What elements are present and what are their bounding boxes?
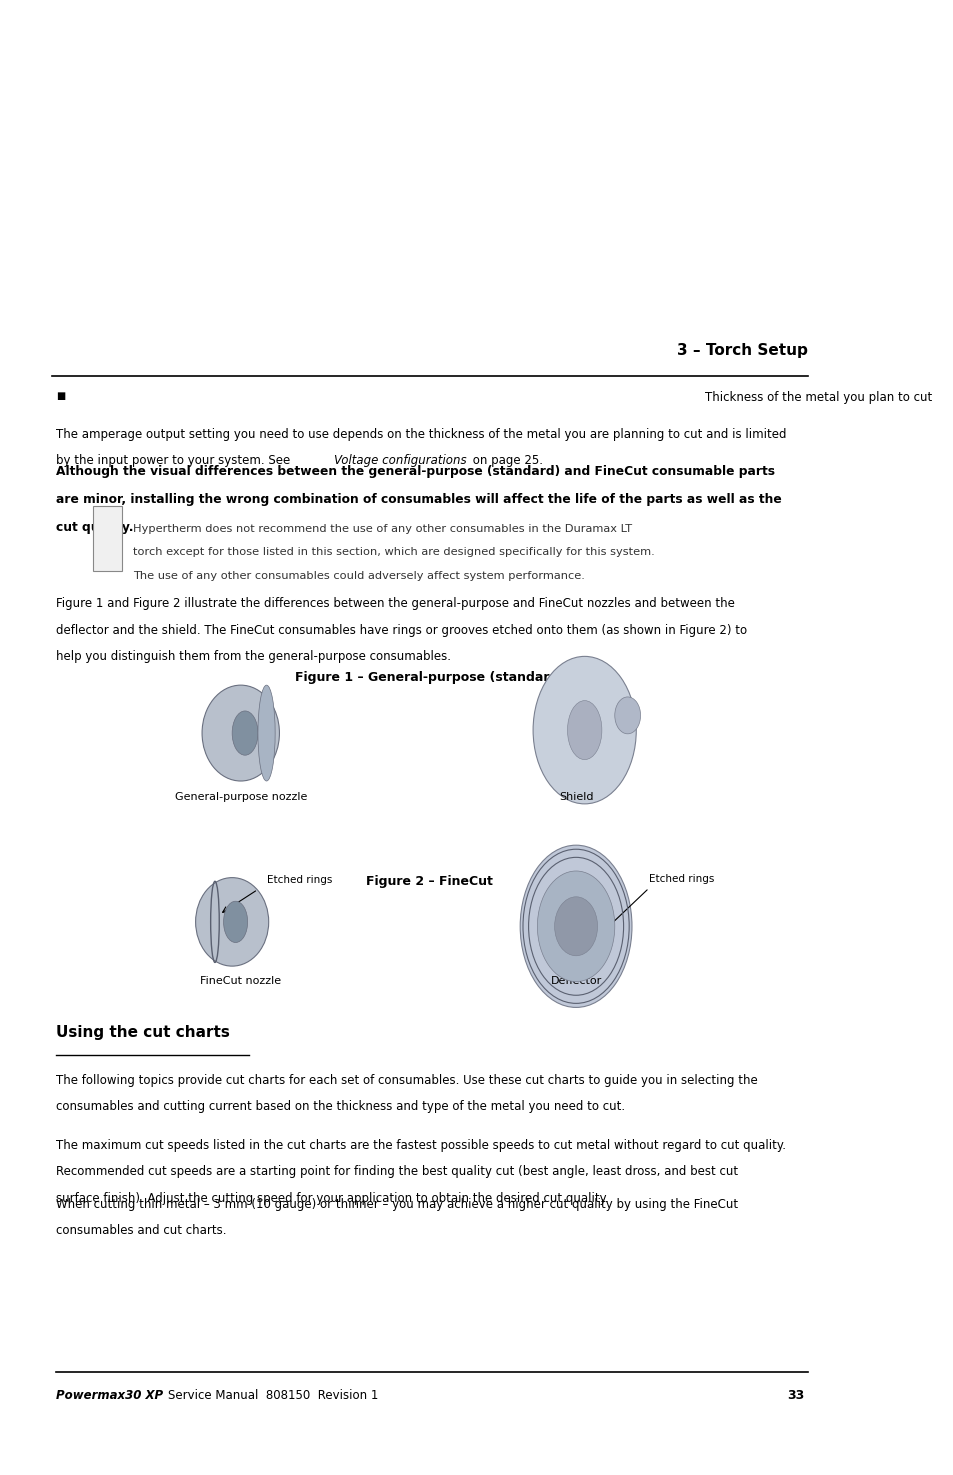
Text: are minor, installing the wrong combination of consumables will affect the life : are minor, installing the wrong combinat… bbox=[56, 493, 781, 506]
Text: FineCut nozzle: FineCut nozzle bbox=[200, 976, 281, 987]
Text: Using the cut charts: Using the cut charts bbox=[56, 1025, 230, 1040]
Ellipse shape bbox=[257, 684, 274, 782]
Ellipse shape bbox=[554, 897, 597, 956]
Text: Etched rings: Etched rings bbox=[266, 875, 332, 885]
Ellipse shape bbox=[614, 696, 639, 733]
Ellipse shape bbox=[223, 901, 248, 943]
Text: Etched rings: Etched rings bbox=[648, 873, 714, 884]
Text: Figure 2 – FineCut: Figure 2 – FineCut bbox=[366, 875, 493, 888]
Text: Thickness of the metal you plan to cut: Thickness of the metal you plan to cut bbox=[704, 391, 931, 404]
Text: Hypertherm does not recommend the use of any other consumables in the Duramax LT: Hypertherm does not recommend the use of… bbox=[133, 524, 632, 534]
Text: Service Manual  808150  Revision 1: Service Manual 808150 Revision 1 bbox=[168, 1389, 377, 1403]
Text: When cutting thin metal – 3 mm (10 gauge) or thinner – you may achieve a higher : When cutting thin metal – 3 mm (10 gauge… bbox=[56, 1198, 738, 1211]
Ellipse shape bbox=[202, 684, 279, 782]
Text: consumables and cut charts.: consumables and cut charts. bbox=[56, 1224, 226, 1238]
Text: Recommended cut speeds are a starting point for finding the best quality cut (be: Recommended cut speeds are a starting po… bbox=[56, 1165, 738, 1179]
Text: The following topics provide cut charts for each set of consumables. Use these c: The following topics provide cut charts … bbox=[56, 1074, 757, 1087]
Text: Although the visual differences between the general-purpose (standard) and FineC: Although the visual differences between … bbox=[56, 465, 774, 478]
Text: Shield: Shield bbox=[558, 792, 593, 802]
Text: 3 – Torch Setup: 3 – Torch Setup bbox=[677, 344, 807, 358]
Ellipse shape bbox=[537, 870, 614, 982]
Ellipse shape bbox=[232, 711, 257, 755]
Text: Voltage configurations: Voltage configurations bbox=[334, 454, 466, 468]
Text: Figure 1 and Figure 2 illustrate the differences between the general-purpose and: Figure 1 and Figure 2 illustrate the dif… bbox=[56, 597, 734, 611]
Ellipse shape bbox=[195, 878, 269, 966]
Text: Powermax30 XP: Powermax30 XP bbox=[56, 1389, 163, 1403]
Ellipse shape bbox=[519, 845, 631, 1007]
Text: 33: 33 bbox=[786, 1389, 803, 1403]
Text: surface finish). Adjust the cutting speed for your application to obtain the des: surface finish). Adjust the cutting spee… bbox=[56, 1192, 608, 1205]
Text: The use of any other consumables could adversely affect system performance.: The use of any other consumables could a… bbox=[133, 571, 584, 581]
Ellipse shape bbox=[567, 701, 601, 760]
Text: consumables and cutting current based on the thickness and type of the metal you: consumables and cutting current based on… bbox=[56, 1100, 624, 1114]
Text: help you distinguish them from the general-purpose consumables.: help you distinguish them from the gener… bbox=[56, 650, 451, 664]
Text: General-purpose nozzle: General-purpose nozzle bbox=[174, 792, 307, 802]
Text: Deflector: Deflector bbox=[550, 976, 601, 987]
Text: The maximum cut speeds listed in the cut charts are the fastest possible speeds : The maximum cut speeds listed in the cut… bbox=[56, 1139, 785, 1152]
Ellipse shape bbox=[533, 656, 636, 804]
Text: deflector and the shield. The FineCut consumables have rings or grooves etched o: deflector and the shield. The FineCut co… bbox=[56, 624, 746, 637]
Text: The amperage output setting you need to use depends on the thickness of the meta: The amperage output setting you need to … bbox=[56, 428, 785, 441]
Text: torch except for those listed in this section, which are designed specifically f: torch except for those listed in this se… bbox=[133, 547, 655, 558]
Text: ■: ■ bbox=[56, 391, 65, 401]
Text: on page 25.: on page 25. bbox=[468, 454, 542, 468]
Text: by the input power to your system. See: by the input power to your system. See bbox=[56, 454, 294, 468]
FancyBboxPatch shape bbox=[92, 506, 122, 571]
Text: cut quality.: cut quality. bbox=[56, 521, 133, 534]
Text: Figure 1 – General-purpose (standard): Figure 1 – General-purpose (standard) bbox=[295, 671, 564, 684]
